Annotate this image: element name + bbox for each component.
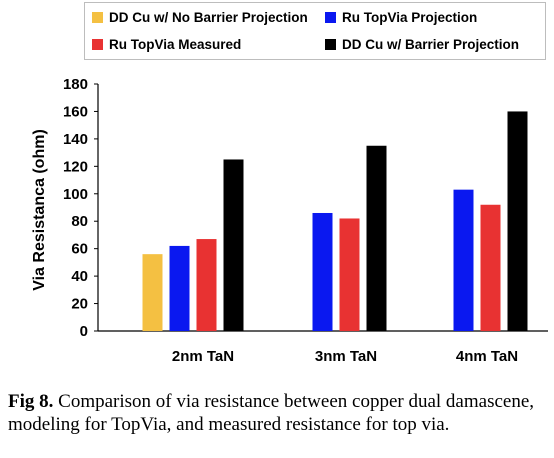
y-tick-label: 20 — [71, 296, 88, 313]
y-tick-label: 140 — [63, 131, 88, 148]
legend-entry-dd-cu-no-barrier: DD Cu w/ No Barrier Projection — [92, 10, 308, 25]
y-tick-label: 160 — [63, 103, 88, 120]
bar — [223, 159, 244, 331]
bar — [507, 111, 528, 331]
y-tick-label: 40 — [71, 268, 88, 285]
bar — [480, 204, 501, 331]
legend-swatch-ru-topvia-projection — [325, 12, 336, 23]
bar-chart: 0 20 40 60 80 100 120 140 160 180 2nm TaN 3nm TaN 4n… — [31, 76, 548, 365]
legend-label: Ru TopVia Measured — [109, 37, 242, 52]
figure-caption: Fig 8. Comparison of via resistance betw… — [8, 390, 548, 436]
x-tick-label: 2nm TaN — [172, 348, 234, 365]
bar — [169, 245, 190, 331]
legend-entry-ru-topvia-measured: Ru TopVia Measured — [92, 37, 241, 52]
caption-text: Comparison of via resistance between cop… — [8, 391, 535, 435]
y-tick-label: 80 — [71, 213, 88, 230]
y-tick-label: 0 — [80, 323, 88, 340]
legend-swatch-dd-cu-barrier — [325, 39, 336, 50]
bar — [453, 189, 474, 331]
bar — [312, 212, 333, 331]
x-tick-label: 4nm TaN — [456, 348, 518, 365]
x-tick-label: 3nm TaN — [315, 348, 377, 365]
legend-swatch-ru-topvia-measured — [92, 39, 103, 50]
y-tick-label: 100 — [63, 186, 88, 203]
y-axis-label: Via Resistanca (ohm) — [31, 129, 48, 291]
legend-label: Ru TopVia Projection — [342, 10, 478, 25]
bar — [196, 239, 217, 331]
chart-legend: DD Cu w/ No Barrier Projection Ru TopVia… — [84, 2, 546, 60]
bar — [366, 145, 387, 331]
legend-entry-ru-topvia-projection: Ru TopVia Projection — [325, 10, 477, 25]
bar — [142, 254, 163, 331]
bar — [339, 218, 360, 331]
plot-area: 0 20 40 60 80 100 120 140 160 180 2nm TaN 3nm TaN 4n… — [63, 76, 548, 365]
legend-label: DD Cu w/ No Barrier Projection — [109, 10, 308, 25]
y-tick-label: 60 — [71, 241, 88, 258]
legend-entry-dd-cu-barrier: DD Cu w/ Barrier Projection — [325, 37, 519, 52]
legend-label: DD Cu w/ Barrier Projection — [342, 37, 520, 52]
y-tick-label: 180 — [63, 76, 88, 93]
caption-label: Fig 8. — [8, 391, 54, 412]
y-tick-label: 120 — [63, 158, 88, 175]
legend-swatch-dd-cu-no-barrier — [92, 12, 103, 23]
